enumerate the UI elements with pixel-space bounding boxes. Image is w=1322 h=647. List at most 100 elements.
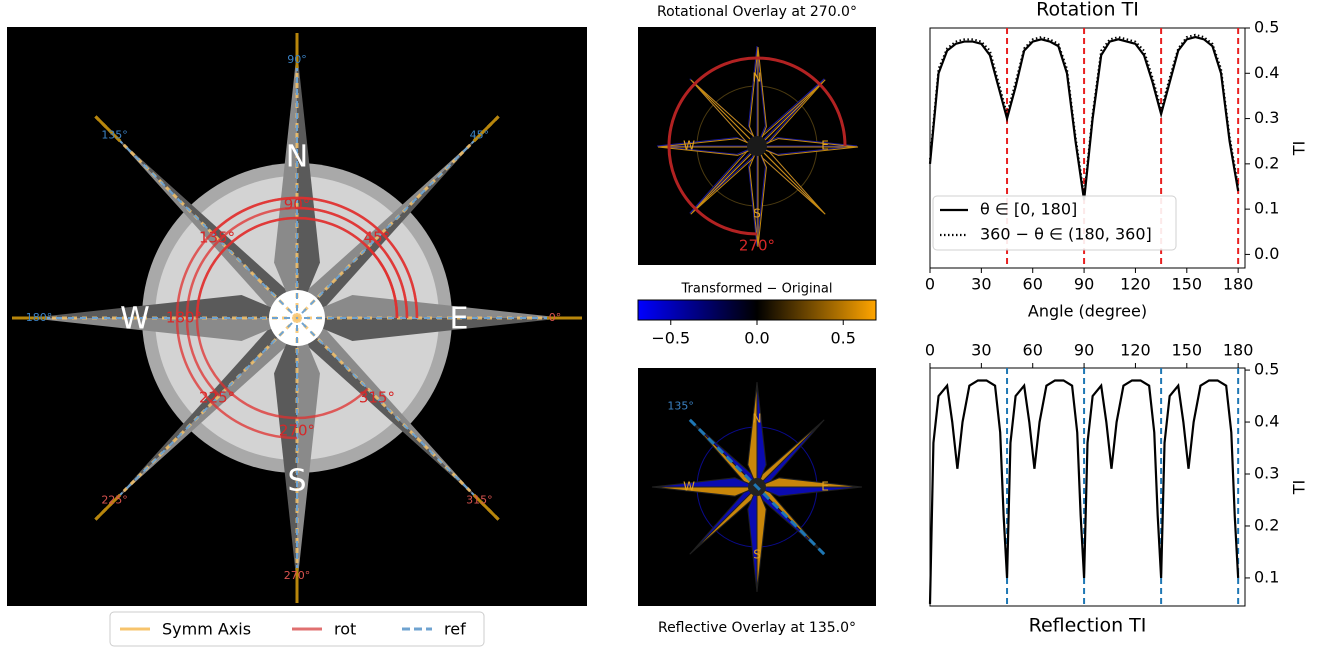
star-point	[297, 50, 320, 318]
symmetry-axis-end	[472, 493, 500, 521]
legend-box	[932, 195, 1177, 251]
rotation-arc	[175, 196, 419, 440]
star-point	[756, 45, 766, 147]
axis-angle-label: 270°	[284, 569, 311, 582]
chart-title: Rotation TI	[1036, 0, 1139, 21]
cardinal-label: E	[450, 302, 469, 337]
reflection-label: 135°	[667, 400, 694, 413]
star-point	[29, 295, 297, 318]
star-point	[651, 477, 758, 488]
x-tick-label: 0.5	[831, 329, 856, 348]
y-tick-label: 0.2	[1254, 153, 1279, 172]
y-tick-label: 0.1	[1254, 567, 1279, 586]
cardinal-label: W	[683, 480, 695, 494]
axis-angle-label: 135°	[101, 129, 128, 142]
axis-angle-label: 315°	[466, 493, 493, 506]
symmetry-axis-end	[472, 115, 500, 143]
legend-label: 360 − θ ∈ (180, 360]	[980, 225, 1152, 244]
center-dot	[747, 136, 767, 156]
cardinal-label: E	[821, 139, 829, 153]
cardinal-label: S	[753, 548, 761, 562]
cardinal-label: S	[753, 207, 761, 221]
x-tick-label: 150	[1172, 341, 1203, 360]
y-tick-label: 0.3	[1254, 108, 1279, 127]
x-tick-label: 0.0	[744, 329, 769, 348]
x-tick-label: 180	[1223, 275, 1254, 294]
cardinal-label: N	[753, 412, 762, 426]
cardinal-label: S	[287, 464, 306, 499]
y-tick-label: 0.2	[1254, 515, 1279, 534]
y-tick-label: 0.5	[1254, 18, 1279, 37]
axis-angle-label: 225°	[101, 493, 128, 506]
y-tick-label: 0.3	[1254, 464, 1279, 483]
legend-label: Symm Axis	[162, 620, 251, 639]
x-tick-label: 150	[1172, 275, 1203, 294]
rotation-label: 180°	[166, 309, 202, 327]
star-point	[297, 318, 320, 586]
cardinal-label: W	[120, 302, 150, 337]
cardinal-label: E	[821, 480, 829, 494]
star-point	[274, 50, 297, 318]
cardinal-label: W	[683, 139, 695, 153]
cardinal-label: N	[286, 140, 308, 175]
rotation-label: 225°	[199, 388, 235, 406]
rotation-label: 315°	[359, 388, 395, 406]
star-point	[756, 381, 767, 488]
axis-angle-label: 45°	[470, 129, 490, 142]
cardinal-label: N	[753, 71, 762, 85]
y-axis-label: TI	[1290, 480, 1309, 496]
star-point	[757, 46, 767, 148]
x-tick-label: 30	[971, 341, 991, 360]
symmetry-axis-end	[94, 115, 122, 143]
axis-angle-label: 90°	[287, 53, 307, 66]
x-tick-label: 30	[971, 275, 991, 294]
x-tick-label: 60	[1023, 341, 1043, 360]
legend-label: ref	[444, 620, 466, 639]
x-tick-label: −0.5	[651, 329, 690, 348]
rotation-arc	[185, 206, 409, 397]
star-point	[749, 146, 759, 248]
rotation-arc	[667, 56, 847, 236]
x-tick-label: 0	[925, 341, 935, 360]
star-point	[297, 295, 565, 318]
rotation-arc	[195, 216, 399, 420]
x-axis-label: Angle (degree)	[1028, 302, 1147, 321]
y-tick-label: 0.0	[1254, 244, 1279, 263]
y-axis-label: TI	[1290, 141, 1309, 157]
x-tick-label: 120	[1120, 275, 1151, 294]
x-tick-label: 120	[1120, 341, 1151, 360]
colorbar-label: Transformed − Original	[681, 282, 833, 297]
rotation-label: 270°	[739, 237, 775, 255]
y-tick-label: 0.4	[1254, 63, 1279, 82]
y-tick-label: 0.5	[1254, 360, 1279, 379]
legend-label: rot	[334, 620, 356, 639]
star-point	[756, 145, 858, 155]
plot-area	[929, 367, 1246, 607]
star-point	[757, 146, 859, 156]
axis-angle-label: 180°	[26, 311, 53, 324]
x-tick-label: 60	[1023, 275, 1043, 294]
symmetry-axis-end	[94, 493, 122, 521]
reflection-axis	[688, 418, 829, 559]
star-point	[29, 318, 297, 341]
y-tick-label: 0.4	[1254, 412, 1279, 431]
colorbar	[637, 299, 877, 321]
panel-title: Rotational Overlay at 270.0°	[657, 4, 857, 20]
y-tick-label: 0.1	[1254, 199, 1279, 218]
star-point	[747, 486, 758, 593]
star-point	[756, 486, 863, 497]
star-point	[274, 318, 297, 586]
series-line	[928, 379, 1240, 604]
x-tick-label: 90	[1074, 341, 1094, 360]
series-line	[929, 33, 1240, 196]
rotation-label: 270°	[279, 422, 315, 440]
star-point	[297, 318, 565, 341]
chart-title: Reflection TI	[1029, 615, 1147, 637]
legend-label: θ ∈ [0, 180]	[980, 200, 1077, 219]
x-tick-label: 90	[1074, 275, 1094, 294]
axis-angle-label: 0°	[549, 311, 562, 324]
x-tick-label: 0	[925, 275, 935, 294]
x-tick-label: 180	[1223, 341, 1254, 360]
panel-title: Reflective Overlay at 135.0°	[658, 620, 856, 636]
